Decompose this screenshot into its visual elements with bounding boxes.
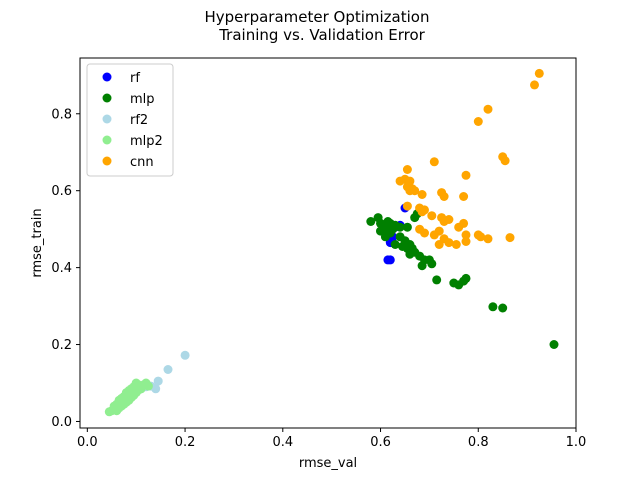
point-mlp-25 xyxy=(417,261,427,271)
y-tick-label: 0.0 xyxy=(51,415,72,430)
point-cnn-20 xyxy=(402,201,412,211)
point-cnn-34 xyxy=(451,240,461,249)
x-tick-label: 0.4 xyxy=(272,435,293,450)
legend-marker-rf2 xyxy=(102,114,112,124)
y-tick-label: 0.4 xyxy=(51,261,72,276)
point-mlp-36 xyxy=(488,302,498,312)
x-axis-label: rmse_val xyxy=(299,456,357,471)
y-tick-label: 0.6 xyxy=(51,184,72,199)
point-mlp-31 xyxy=(432,275,442,285)
legend-label-mlp2: mlp2 xyxy=(130,134,163,149)
x-tick-label: 0.6 xyxy=(370,435,391,450)
point-mlp-38 xyxy=(549,340,559,349)
x-tick-label: 0.0 xyxy=(77,435,98,450)
x-tick-label: 1.0 xyxy=(566,435,587,450)
point-cnn-7 xyxy=(402,165,412,174)
point-mlp-30 xyxy=(400,236,410,246)
point-cnn-18 xyxy=(439,192,449,201)
point-cnn-31 xyxy=(454,222,464,232)
point-cnn-41 xyxy=(434,240,444,249)
point-cnn-23 xyxy=(420,205,429,215)
point-cnn-19 xyxy=(459,192,469,201)
point-rf2-1 xyxy=(163,365,173,374)
point-cnn-43 xyxy=(439,217,449,226)
point-cnn-15 xyxy=(417,190,427,199)
point-mlp2-29 xyxy=(131,383,141,393)
point-rf2-0 xyxy=(180,350,190,360)
point-cnn-29 xyxy=(420,228,429,238)
point-cnn-36 xyxy=(461,237,471,246)
point-cnn-9 xyxy=(395,176,405,186)
point-cnn-39 xyxy=(483,234,493,244)
point-mlp-12 xyxy=(395,222,405,232)
point-cnn-1 xyxy=(530,80,539,90)
point-mlp2-27 xyxy=(143,381,153,391)
point-cnn-3 xyxy=(473,117,483,126)
legend-marker-cnn xyxy=(102,156,112,166)
x-tick-label: 0.2 xyxy=(175,435,196,450)
point-mlp-28 xyxy=(390,240,400,249)
data-points xyxy=(104,68,559,417)
legend-marker-rf xyxy=(102,72,112,82)
point-cnn-40 xyxy=(505,233,515,243)
point-cnn-14 xyxy=(410,186,420,196)
legend-marker-mlp xyxy=(102,93,112,103)
legend-label-mlp: mlp xyxy=(130,92,155,107)
legend-box xyxy=(86,63,174,177)
y-tick-label: 0.2 xyxy=(51,338,72,353)
point-mlp2-28 xyxy=(109,401,119,411)
y-tick-label: 0.8 xyxy=(51,107,72,122)
point-cnn-33 xyxy=(444,238,454,248)
chart-title: Hyperparameter Optimization xyxy=(205,8,430,26)
point-mlp-37 xyxy=(498,303,508,313)
x-tick-label: 0.8 xyxy=(468,435,489,450)
point-mlp-0 xyxy=(366,217,376,226)
point-rf2-2 xyxy=(153,376,163,386)
legend-label-rf2: rf2 xyxy=(130,113,148,128)
legend-label-rf: rf xyxy=(130,71,140,86)
point-mlp-13 xyxy=(380,232,390,242)
chart-subtitle: Training vs. Validation Error xyxy=(218,26,425,44)
point-mlp-15 xyxy=(402,222,412,232)
point-cnn-6 xyxy=(429,157,439,167)
point-cnn-42 xyxy=(429,230,439,240)
plot-area-frame xyxy=(79,57,577,429)
point-cnn-2 xyxy=(483,104,493,114)
point-mlp-24 xyxy=(427,259,437,269)
point-cnn-5 xyxy=(500,156,510,166)
legend-marker-mlp2 xyxy=(102,135,112,145)
legend-label-cnn: cnn xyxy=(130,155,154,170)
point-mlp-27 xyxy=(405,249,415,259)
point-cnn-24 xyxy=(427,211,437,221)
y-axis-label: rmse_train xyxy=(30,208,45,277)
point-cnn-35 xyxy=(461,230,471,240)
axis-ticks: 0.0 0.2 0.4 0.6 0.8 1.0 0.0 0.2 0.4 0.6 0.8 xyxy=(51,107,586,450)
legend: rf mlp rf2 mlp2 cnn xyxy=(86,63,174,177)
point-mlp-35 xyxy=(461,273,471,283)
point-rf-7 xyxy=(385,255,395,265)
point-cnn-0 xyxy=(534,68,544,78)
point-cnn-16 xyxy=(461,170,471,180)
point-cnn-38 xyxy=(476,232,486,242)
